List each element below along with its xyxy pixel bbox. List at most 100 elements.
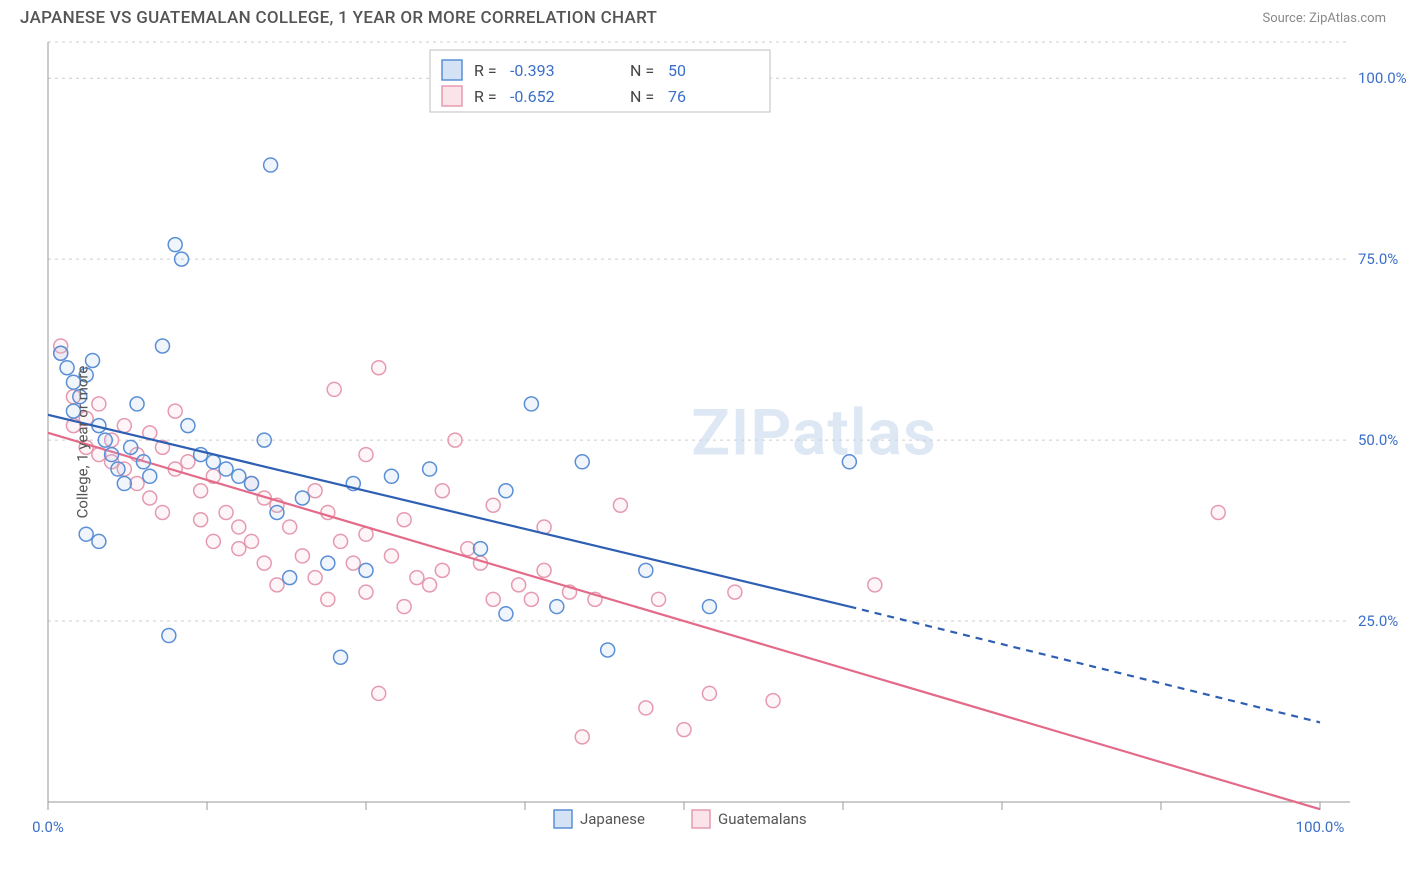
y-tick-label: 100.0%	[1358, 69, 1406, 87]
data-point-guatemalans	[486, 592, 500, 606]
data-point-guatemalans	[435, 484, 449, 498]
correlation-chart: 25.0% 50.0% 75.0% 100.0% 0.0% 100.0% ZIPatlas R…	[0, 32, 1406, 852]
y-tick-label: 25.0%	[1358, 612, 1398, 630]
x-tick-label: 0.0%	[32, 818, 64, 836]
chart-title: JAPANESE VS GUATEMALAN COLLEGE, 1 YEAR O…	[20, 8, 657, 28]
data-point-guatemalans	[512, 578, 526, 592]
data-point-guatemalans	[327, 382, 341, 396]
data-point-guatemalans	[613, 498, 627, 512]
data-point-japanese	[124, 440, 138, 454]
data-point-japanese	[702, 600, 716, 614]
data-point-guatemalans	[384, 549, 398, 563]
data-point-japanese	[206, 455, 220, 469]
data-point-guatemalans	[397, 600, 411, 614]
data-point-guatemalans	[92, 397, 106, 411]
data-point-japanese	[257, 433, 271, 447]
data-point-guatemalans	[155, 505, 169, 519]
y-axis-label: College, 1 year or more	[73, 366, 91, 519]
data-point-japanese	[245, 477, 259, 491]
data-point-japanese	[524, 397, 538, 411]
data-point-guatemalans	[372, 361, 386, 375]
data-point-guatemalans	[194, 513, 208, 527]
data-point-guatemalans	[168, 404, 182, 418]
data-point-guatemalans	[232, 520, 246, 534]
data-point-japanese	[79, 527, 93, 541]
data-point-guatemalans	[423, 578, 437, 592]
data-point-guatemalans	[359, 585, 373, 599]
data-point-guatemalans	[232, 542, 246, 556]
y-tick-label: 75.0%	[1358, 250, 1398, 268]
data-point-japanese	[232, 469, 246, 483]
data-point-guatemalans	[372, 686, 386, 700]
legend-r-value: -0.393	[510, 61, 555, 80]
data-point-guatemalans	[143, 491, 157, 505]
data-point-japanese	[98, 433, 112, 447]
data-point-guatemalans	[868, 578, 882, 592]
legend-n-label: N =	[630, 61, 654, 80]
data-point-japanese	[155, 339, 169, 353]
data-point-guatemalans	[346, 556, 360, 570]
data-point-japanese	[473, 542, 487, 556]
y-tick-label: 50.0%	[1358, 431, 1398, 449]
data-point-japanese	[359, 563, 373, 577]
data-point-guatemalans	[639, 701, 653, 715]
data-point-japanese	[143, 469, 157, 483]
data-point-guatemalans	[245, 534, 259, 548]
bottom-legend-swatch	[692, 810, 710, 828]
data-point-japanese	[54, 346, 68, 360]
data-point-japanese	[168, 238, 182, 252]
data-point-guatemalans	[1211, 505, 1225, 519]
data-point-guatemalans	[130, 477, 144, 491]
data-point-guatemalans	[702, 686, 716, 700]
data-point-guatemalans	[308, 571, 322, 585]
data-point-guatemalans	[410, 571, 424, 585]
data-point-guatemalans	[652, 592, 666, 606]
data-point-japanese	[162, 629, 176, 643]
data-point-japanese	[92, 534, 106, 548]
data-point-japanese	[60, 361, 74, 375]
data-point-guatemalans	[435, 563, 449, 577]
data-point-guatemalans	[181, 455, 195, 469]
x-tick-label: 100.0%	[1296, 818, 1345, 836]
data-point-japanese	[575, 455, 589, 469]
data-point-japanese	[295, 491, 309, 505]
data-point-japanese	[136, 455, 150, 469]
data-point-japanese	[334, 650, 348, 664]
data-point-guatemalans	[117, 419, 131, 433]
bottom-legend-label: Japanese	[580, 810, 645, 828]
legend-r-label: R =	[474, 87, 497, 106]
bottom-legend-swatch	[554, 810, 572, 828]
data-point-guatemalans	[575, 730, 589, 744]
data-point-japanese	[842, 455, 856, 469]
data-point-japanese	[499, 607, 513, 621]
data-point-guatemalans	[270, 578, 284, 592]
watermark: ZIPatlas	[691, 396, 937, 471]
data-point-japanese	[283, 571, 297, 585]
legend-r-value: -0.652	[510, 87, 555, 106]
data-point-guatemalans	[537, 563, 551, 577]
data-point-japanese	[601, 643, 615, 657]
source-label: Source: ZipAtlas.com	[1262, 11, 1386, 26]
data-point-japanese	[175, 252, 189, 266]
data-point-japanese	[550, 600, 564, 614]
data-point-japanese	[639, 563, 653, 577]
data-point-guatemalans	[308, 484, 322, 498]
data-point-guatemalans	[295, 549, 309, 563]
data-point-guatemalans	[766, 694, 780, 708]
legend-n-label: N =	[630, 87, 654, 106]
bottom-legend-label: Guatemalans	[718, 810, 807, 828]
data-point-guatemalans	[728, 585, 742, 599]
trend-line-dash-japanese	[849, 607, 1320, 723]
data-point-japanese	[117, 477, 131, 491]
data-point-japanese	[384, 469, 398, 483]
data-point-guatemalans	[206, 534, 220, 548]
data-point-guatemalans	[524, 592, 538, 606]
data-point-guatemalans	[677, 723, 691, 737]
data-point-guatemalans	[257, 556, 271, 570]
data-point-japanese	[321, 556, 335, 570]
data-point-japanese	[423, 462, 437, 476]
data-point-japanese	[130, 397, 144, 411]
data-point-japanese	[181, 419, 195, 433]
data-point-guatemalans	[461, 542, 475, 556]
data-point-japanese	[499, 484, 513, 498]
